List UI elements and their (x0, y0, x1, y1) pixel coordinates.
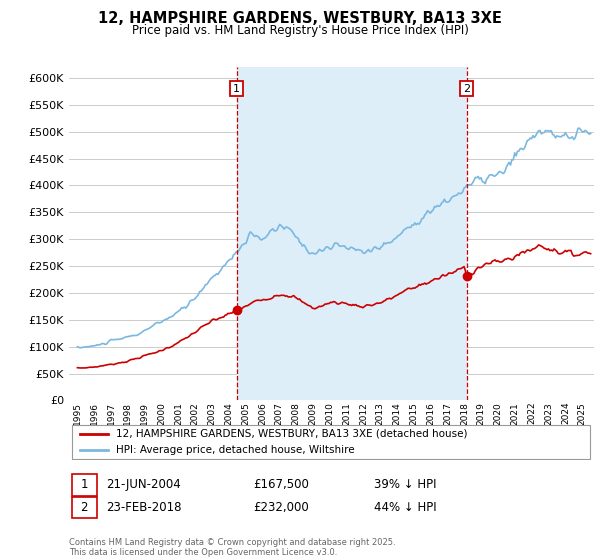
Text: £167,500: £167,500 (253, 478, 308, 492)
Text: 1: 1 (233, 83, 240, 94)
Text: 1: 1 (80, 478, 88, 492)
Bar (237, 67, 467, 400)
Text: 12, HAMPSHIRE GARDENS, WESTBURY, BA13 3XE: 12, HAMPSHIRE GARDENS, WESTBURY, BA13 3X… (98, 11, 502, 26)
Text: £232,000: £232,000 (253, 501, 308, 514)
Text: 12, HAMPSHIRE GARDENS, WESTBURY, BA13 3XE (detached house): 12, HAMPSHIRE GARDENS, WESTBURY, BA13 3X… (116, 429, 468, 438)
FancyBboxPatch shape (71, 497, 97, 518)
Text: 21-JUN-2004: 21-JUN-2004 (106, 478, 181, 492)
Text: 2: 2 (463, 83, 470, 94)
Text: 2: 2 (80, 501, 88, 514)
FancyBboxPatch shape (71, 474, 97, 496)
Text: 39% ↓ HPI: 39% ↓ HPI (373, 478, 436, 492)
Text: HPI: Average price, detached house, Wiltshire: HPI: Average price, detached house, Wilt… (116, 446, 355, 455)
Text: 23-FEB-2018: 23-FEB-2018 (106, 501, 181, 514)
Text: 44% ↓ HPI: 44% ↓ HPI (373, 501, 436, 514)
Text: Contains HM Land Registry data © Crown copyright and database right 2025.
This d: Contains HM Land Registry data © Crown c… (69, 538, 395, 557)
Text: Price paid vs. HM Land Registry's House Price Index (HPI): Price paid vs. HM Land Registry's House … (131, 24, 469, 36)
FancyBboxPatch shape (71, 426, 590, 459)
